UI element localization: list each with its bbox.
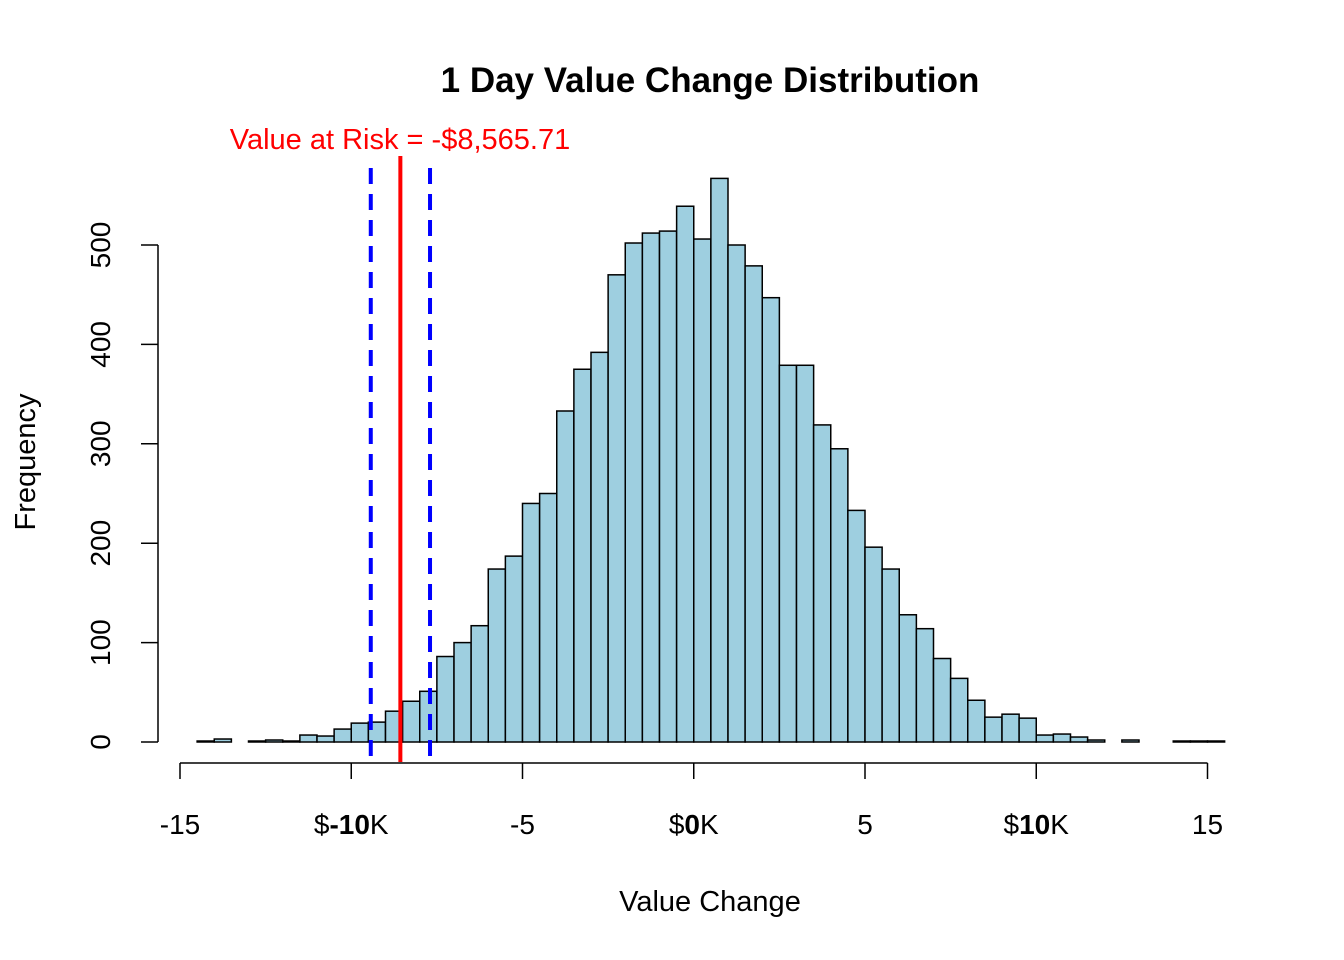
histogram-bar: [538, 492, 558, 743]
histogram-bar: [556, 410, 575, 743]
histogram-bar: [727, 244, 746, 743]
histogram-bar: [881, 568, 900, 743]
histogram-bar: [1069, 736, 1089, 743]
histogram-bar: [573, 368, 592, 743]
y-tick-label: 500: [85, 222, 116, 269]
y-axis-label: Frequency: [10, 393, 42, 531]
histogram-bar: [984, 716, 1003, 743]
histogram-bar: [213, 738, 233, 743]
histogram-bar: [795, 364, 815, 743]
histogram-bar: [316, 735, 335, 743]
histogram-bar: [453, 641, 472, 743]
x-tick-label: 5: [857, 809, 873, 840]
histogram-bar: [915, 627, 935, 743]
histogram-bar: [1052, 733, 1072, 743]
histogram-bar: [247, 740, 267, 743]
var-marker-lines: [368, 156, 433, 762]
histogram-bar: [350, 722, 370, 743]
histogram-bar: [932, 657, 952, 743]
x-tick-label: $10K: [1004, 809, 1070, 840]
x-tick-label: -15: [160, 809, 200, 840]
x-axis: -15 $-10K -5 $0K 5 $10K 15: [160, 762, 1223, 840]
histogram-bar: [607, 274, 626, 743]
histogram-bar: [504, 555, 524, 743]
histogram-bar: [401, 700, 421, 743]
histogram-bar: [624, 242, 644, 743]
y-tick-label: 400: [85, 321, 116, 368]
histogram-bar: [264, 739, 284, 743]
histogram-bar: [812, 424, 832, 743]
x-tick-label: 15: [1192, 809, 1223, 840]
histogram-bars: [196, 177, 1226, 743]
histogram-bar: [196, 740, 215, 743]
histogram-bar: [521, 502, 541, 743]
histogram-bar: [744, 265, 763, 743]
histogram-bar: [898, 614, 918, 743]
histogram-bar: [590, 351, 609, 743]
histogram-bar: [436, 655, 455, 743]
histogram-bar: [967, 699, 986, 743]
x-tick-label: -5: [510, 809, 535, 840]
histogram-bar: [470, 624, 489, 743]
value-at-risk-label: Value at Risk = -$8,565.71: [230, 124, 570, 156]
histogram-bar: [1035, 734, 1055, 743]
histogram-bar: [1086, 739, 1106, 743]
histogram-bar: [299, 734, 318, 743]
x-axis-label: Value Change: [619, 886, 801, 918]
histogram-bar: [641, 232, 661, 743]
histogram-bar: [693, 238, 712, 743]
histogram-bar: [949, 677, 969, 743]
histogram-bar: [658, 230, 678, 743]
histogram-bar: [778, 364, 798, 743]
histogram-bar: [1018, 717, 1037, 743]
y-tick-label: 0: [85, 734, 116, 750]
x-tick-label: $0K: [669, 809, 719, 840]
histogram-bar: [847, 509, 866, 743]
y-tick-label: 200: [85, 520, 116, 567]
histogram-bar: [487, 568, 507, 743]
histogram-bar: [830, 448, 849, 743]
histogram-bar: [1206, 740, 1226, 743]
histogram-bar: [333, 728, 352, 743]
histogram-bar: [282, 740, 301, 743]
histogram-bar: [1121, 739, 1140, 743]
histogram-bar: [864, 546, 883, 743]
chart-title: 1 Day Value Change Distribution: [441, 61, 980, 100]
x-tick-label: $-10K: [314, 809, 389, 840]
y-tick-label: 100: [85, 619, 116, 666]
histogram-bar: [1172, 740, 1192, 743]
histogram-bar: [710, 177, 729, 743]
histogram-bar: [1189, 740, 1209, 743]
histogram-bar: [675, 205, 695, 743]
histogram-bar: [1001, 713, 1020, 743]
histogram-bar: [761, 296, 781, 743]
y-tick-label: 300: [85, 420, 116, 467]
y-axis: 0 100 200 300 400 500: [85, 222, 159, 750]
